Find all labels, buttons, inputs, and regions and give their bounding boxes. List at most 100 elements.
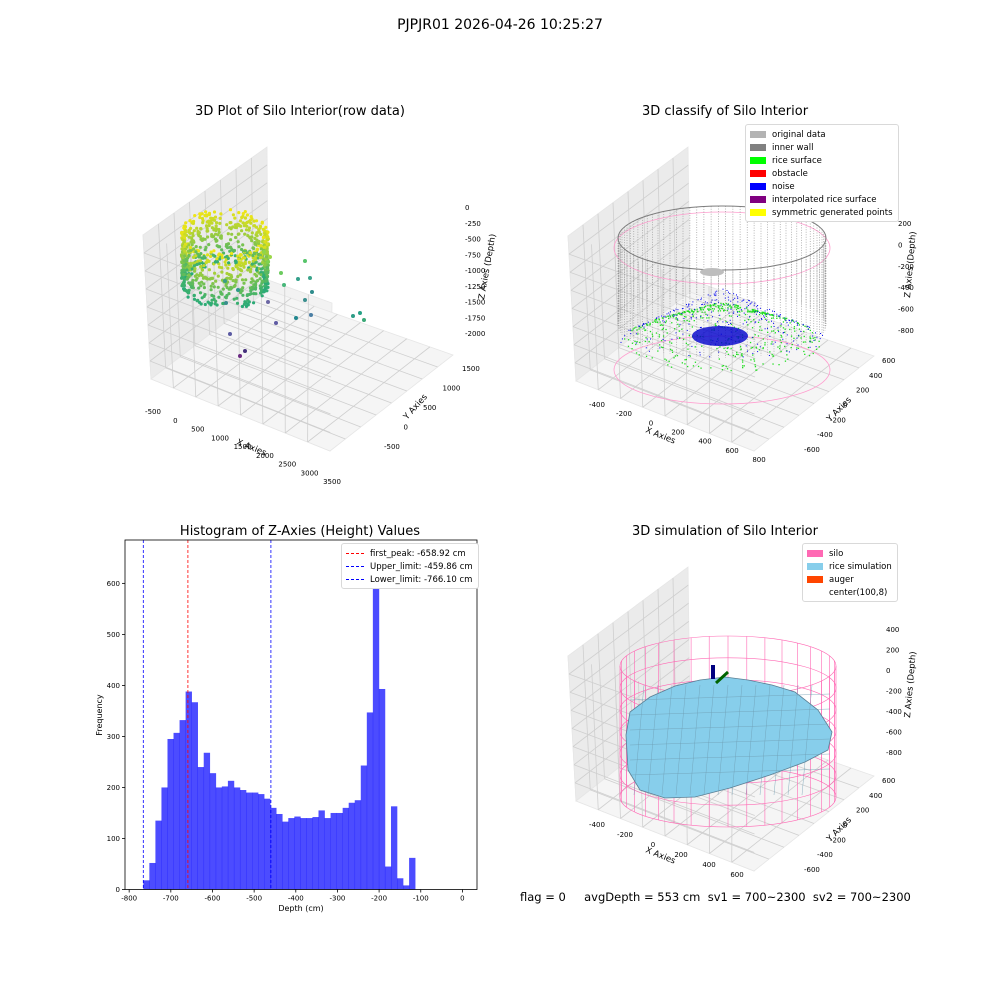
data-point: [207, 221, 211, 225]
rice-point: [781, 336, 783, 338]
noise-point: [772, 310, 773, 312]
rice-point: [716, 347, 718, 350]
rice-point: [762, 338, 764, 340]
rice-point: [659, 344, 661, 346]
noise-point: [753, 304, 755, 306]
rice-point: [757, 335, 760, 337]
noise-point: [782, 332, 784, 334]
rice-point: [736, 307, 739, 309]
data-point: [249, 289, 253, 293]
rice-point: [744, 313, 747, 316]
z-tick-label: -500: [465, 236, 481, 244]
data-point: [186, 256, 190, 260]
noise-point: [728, 312, 730, 314]
rice-point: [729, 304, 731, 306]
rice-point: [722, 303, 724, 306]
noise-point: [777, 327, 779, 329]
rice-point: [732, 354, 735, 357]
y-tick-label: 400: [869, 372, 882, 380]
data-point: [186, 295, 190, 299]
rice-point: [784, 345, 786, 348]
rice-point: [727, 353, 730, 355]
data-point: [197, 281, 201, 285]
data-point: [215, 244, 219, 248]
rice-point: [737, 327, 740, 329]
rice-point: [685, 342, 687, 344]
noise-point: [711, 299, 713, 301]
data-point: [194, 250, 198, 254]
classify-3d-plot: -400-2000200400600800-600-400-2000200400…: [567, 146, 919, 464]
data-point: [205, 226, 209, 231]
noise-point: [645, 347, 647, 349]
rice-point: [690, 309, 693, 311]
rice-point: [662, 317, 664, 319]
rice-point: [638, 354, 640, 356]
noise-point: [790, 320, 792, 322]
data-point: [202, 294, 206, 298]
data-point: [218, 257, 222, 261]
data-point: [188, 282, 192, 286]
histogram-bar: [300, 818, 307, 890]
data-point: [198, 215, 202, 220]
rice-point: [750, 311, 752, 313]
legend-item: first_peak: -658.92 cm: [346, 547, 473, 560]
noise-point: [727, 308, 729, 310]
noise-point: [759, 346, 761, 348]
rice-point: [707, 304, 709, 307]
data-point: [253, 236, 257, 240]
noise-point: [688, 355, 690, 356]
rice-point: [741, 353, 743, 355]
rice-point: [736, 306, 738, 308]
y-tick-label: 100: [107, 835, 120, 843]
data-point: [231, 267, 235, 271]
rice-point: [763, 311, 765, 314]
data-point: [204, 261, 208, 265]
noise-point: [688, 305, 690, 307]
data-point: [197, 300, 202, 304]
x-tick-label: 1000: [211, 434, 229, 442]
grid-line: [731, 294, 733, 443]
noise-point: [819, 338, 821, 340]
grid-line: [220, 179, 225, 324]
rice-point: [734, 305, 736, 308]
mesh-line: [717, 684, 729, 796]
data-point: [189, 261, 193, 265]
noise-point: [699, 327, 701, 328]
data-point: [190, 238, 194, 242]
x-tick-label: 3500: [323, 478, 341, 486]
rice-point: [652, 321, 654, 323]
data-point: [207, 223, 211, 228]
data-point: [195, 226, 199, 230]
rice-point: [760, 312, 762, 314]
noise-point: [675, 332, 677, 334]
histogram-bar: [161, 787, 168, 890]
rice-point: [670, 366, 673, 368]
rice-point: [681, 313, 683, 316]
rice-point: [741, 310, 743, 312]
rice-point: [761, 329, 763, 331]
rice-point: [730, 347, 732, 350]
grid-line: [598, 299, 714, 391]
rice-point: [699, 307, 702, 309]
noise-point: [809, 326, 810, 328]
data-point: [219, 234, 223, 238]
noise-point: [786, 343, 788, 345]
data-point: [243, 349, 247, 353]
data-point: [254, 258, 258, 262]
rice-point: [782, 317, 784, 319]
data-point: [209, 254, 213, 258]
rice-point: [691, 310, 693, 312]
noise-point: [662, 320, 664, 322]
legend-item: Lower_limit: -766.10 cm: [346, 573, 473, 586]
rice-point: [772, 317, 774, 319]
data-point: [207, 268, 211, 272]
noise-point: [668, 312, 670, 314]
data-point: [209, 284, 213, 288]
rice-point: [746, 307, 748, 309]
data-point: [240, 247, 244, 252]
y-tick-label: -200: [830, 836, 846, 844]
rice-point: [790, 335, 793, 337]
rice-point: [692, 315, 694, 317]
mesh-line: [647, 684, 659, 796]
histogram-bar: [227, 780, 235, 890]
